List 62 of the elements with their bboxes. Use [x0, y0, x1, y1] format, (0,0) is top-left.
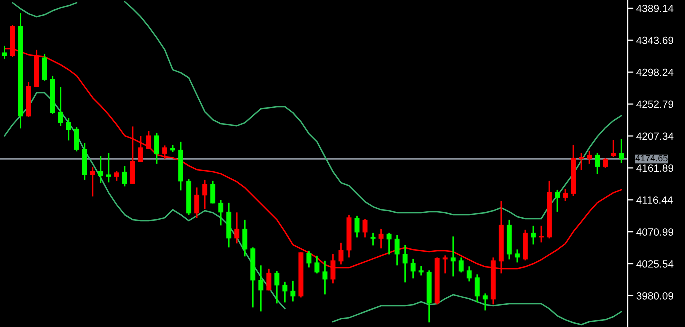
candlestick	[563, 188, 568, 202]
y-tick-label: 3980.09	[636, 292, 674, 300]
candlestick	[2, 45, 8, 60]
candlestick	[442, 254, 448, 274]
candlestick	[98, 155, 104, 184]
candlestick	[314, 255, 320, 274]
candlestick	[619, 138, 624, 164]
candlestick	[474, 274, 480, 304]
candlestick	[90, 166, 96, 198]
candlestick	[242, 219, 248, 258]
candlestick	[514, 249, 520, 264]
ref-line-label: 4174.65	[636, 155, 668, 162]
y-tick-label: 4252.79	[636, 100, 674, 108]
candlestick	[234, 212, 240, 244]
candlestick	[282, 281, 288, 304]
candlestick	[394, 234, 400, 266]
candlestick	[587, 150, 592, 165]
candlestick	[106, 152, 112, 184]
candlestick	[466, 266, 472, 282]
y-tick-label: 4161.89	[636, 164, 674, 172]
candlestick	[194, 187, 200, 219]
y-tick-label: 4343.69	[636, 36, 674, 44]
candlestick	[162, 144, 168, 160]
candlestick	[202, 179, 208, 210]
candlestick	[146, 130, 152, 150]
candlestick	[306, 250, 312, 268]
y-tick-label: 4070.99	[636, 228, 674, 236]
candlestick	[410, 258, 416, 280]
candlestick	[482, 292, 488, 312]
candlestick	[274, 270, 280, 304]
candlestick	[458, 257, 464, 274]
candlestick	[386, 232, 392, 256]
candlestick	[258, 264, 264, 312]
y-tick-label: 4389.14	[636, 4, 674, 12]
candlestick	[218, 200, 224, 226]
candlestick	[138, 135, 144, 163]
y-tick-label: 4116.44	[636, 196, 673, 204]
candlestick	[603, 157, 608, 169]
candlestick	[530, 225, 536, 246]
candlestick	[370, 232, 376, 246]
y-tick-label: 4025.54	[636, 260, 674, 268]
candlestick	[114, 170, 120, 182]
candlestick	[122, 165, 128, 188]
candlestick	[66, 118, 72, 142]
candlestick	[58, 86, 64, 127]
candlestick	[290, 280, 296, 302]
candlestick	[611, 139, 616, 158]
candlestick	[402, 244, 408, 284]
candlestick	[74, 126, 80, 152]
y-tick-label: 4207.34	[636, 132, 674, 140]
candlestick	[42, 53, 48, 82]
candlestick	[266, 268, 272, 292]
candlestick	[130, 126, 136, 185]
candlestick	[378, 228, 384, 250]
candlestick	[210, 180, 216, 204]
candlestick	[595, 152, 600, 175]
candlestick	[555, 189, 560, 213]
candlestick	[418, 265, 424, 276]
candlestick	[154, 132, 160, 165]
candlestick	[450, 236, 456, 278]
y-tick-label: 4298.24	[636, 68, 674, 76]
candlestick	[322, 260, 328, 296]
